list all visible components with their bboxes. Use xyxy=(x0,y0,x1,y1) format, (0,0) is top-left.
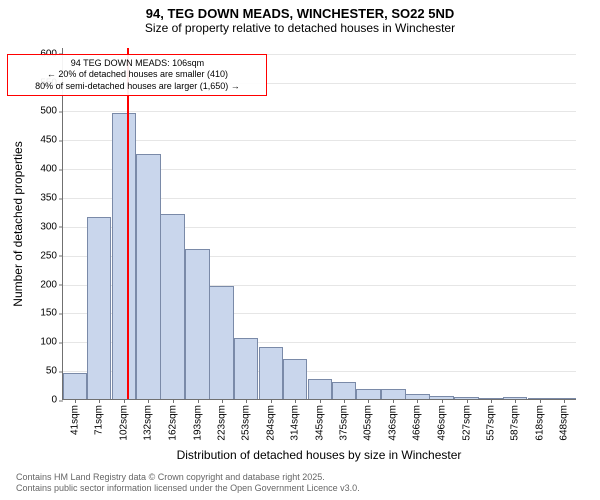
x-tick-label: 71sqm xyxy=(94,405,105,435)
histogram-bar xyxy=(160,214,184,399)
y-axis-label: Number of detached properties xyxy=(11,141,25,306)
title-block: 94, TEG DOWN MEADS, WINCHESTER, SO22 5ND… xyxy=(0,0,600,35)
annotation-box: 94 TEG DOWN MEADS: 106sqm← 20% of detach… xyxy=(7,54,267,96)
y-tick-label: 200 xyxy=(40,279,57,290)
x-tick-label: 345sqm xyxy=(315,405,326,441)
attribution-footer: Contains HM Land Registry data © Crown c… xyxy=(16,472,360,495)
chart-root: 94, TEG DOWN MEADS, WINCHESTER, SO22 5ND… xyxy=(0,0,600,500)
y-tick-label: 0 xyxy=(51,395,57,406)
x-tick-mark xyxy=(442,399,443,403)
x-tick-label: 375sqm xyxy=(339,405,350,441)
x-tick-mark xyxy=(320,399,321,403)
x-tick-mark xyxy=(393,399,394,403)
x-tick-label: 587sqm xyxy=(509,405,520,441)
x-tick-mark xyxy=(148,399,149,403)
annotation-line: 80% of semi-detached houses are larger (… xyxy=(14,81,260,92)
x-tick-mark xyxy=(75,399,76,403)
x-tick-mark xyxy=(173,399,174,403)
histogram-bar xyxy=(381,389,405,399)
y-tick-label: 450 xyxy=(40,135,57,146)
footer-line-1: Contains HM Land Registry data © Crown c… xyxy=(16,472,360,483)
gridline xyxy=(63,140,576,141)
plot-area: 05010015020025030035040045050055060041sq… xyxy=(62,48,576,400)
histogram-bar xyxy=(308,379,332,399)
x-tick-mark xyxy=(515,399,516,403)
histogram-bar xyxy=(234,338,258,399)
x-tick-mark xyxy=(564,399,565,403)
histogram-bar xyxy=(185,249,209,399)
x-tick-label: 496sqm xyxy=(436,405,447,441)
x-tick-mark xyxy=(246,399,247,403)
histogram-bar xyxy=(283,359,307,399)
y-tick-label: 300 xyxy=(40,221,57,232)
reference-line xyxy=(127,48,129,399)
histogram-bar xyxy=(259,347,283,399)
histogram-bar xyxy=(356,389,380,399)
x-tick-label: 405sqm xyxy=(363,405,374,441)
x-tick-label: 253sqm xyxy=(240,405,251,441)
x-tick-label: 102sqm xyxy=(119,405,130,441)
footer-line-2: Contains public sector information licen… xyxy=(16,483,360,494)
x-tick-mark xyxy=(124,399,125,403)
gridline xyxy=(63,111,576,112)
y-tick-label: 400 xyxy=(40,164,57,175)
y-tick-label: 150 xyxy=(40,308,57,319)
x-tick-label: 466sqm xyxy=(412,405,423,441)
x-tick-mark xyxy=(417,399,418,403)
y-tick-label: 50 xyxy=(46,366,57,377)
x-tick-mark xyxy=(222,399,223,403)
x-tick-mark xyxy=(467,399,468,403)
x-tick-mark xyxy=(198,399,199,403)
chart-subtitle: Size of property relative to detached ho… xyxy=(0,21,600,35)
x-tick-mark xyxy=(368,399,369,403)
x-tick-label: 527sqm xyxy=(461,405,472,441)
histogram-bar xyxy=(112,113,136,399)
x-tick-mark xyxy=(344,399,345,403)
histogram-bar xyxy=(136,154,160,399)
histogram-bar xyxy=(209,286,233,399)
histogram-bar xyxy=(332,382,356,399)
x-tick-label: 41sqm xyxy=(70,405,81,435)
x-tick-label: 223sqm xyxy=(216,405,227,441)
x-tick-label: 557sqm xyxy=(485,405,496,441)
x-tick-label: 132sqm xyxy=(143,405,154,441)
histogram-bar xyxy=(87,217,111,399)
x-tick-label: 436sqm xyxy=(388,405,399,441)
x-tick-label: 162sqm xyxy=(167,405,178,441)
x-tick-label: 284sqm xyxy=(265,405,276,441)
y-tick-label: 350 xyxy=(40,193,57,204)
y-tick-label: 250 xyxy=(40,250,57,261)
x-tick-label: 648sqm xyxy=(559,405,570,441)
x-tick-label: 193sqm xyxy=(192,405,203,441)
y-tick-label: 500 xyxy=(40,106,57,117)
y-tick-label: 100 xyxy=(40,337,57,348)
annotation-line: ← 20% of detached houses are smaller (41… xyxy=(14,69,260,80)
x-tick-label: 314sqm xyxy=(290,405,301,441)
x-tick-mark xyxy=(271,399,272,403)
x-tick-label: 618sqm xyxy=(534,405,545,441)
x-tick-mark xyxy=(99,399,100,403)
annotation-line: 94 TEG DOWN MEADS: 106sqm xyxy=(14,58,260,69)
x-tick-mark xyxy=(540,399,541,403)
x-tick-mark xyxy=(491,399,492,403)
x-tick-mark xyxy=(295,399,296,403)
chart-title: 94, TEG DOWN MEADS, WINCHESTER, SO22 5ND xyxy=(0,6,600,21)
histogram-bar xyxy=(63,373,87,399)
x-axis-label: Distribution of detached houses by size … xyxy=(177,448,462,462)
